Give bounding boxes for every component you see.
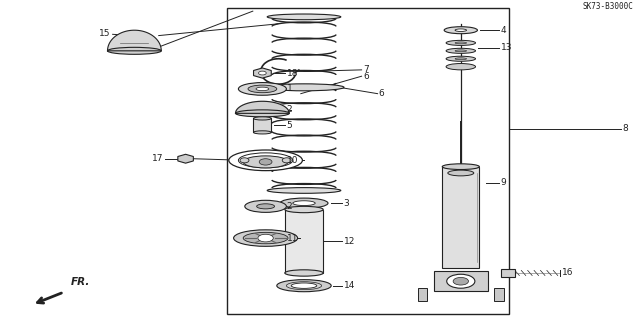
Text: 1: 1	[287, 85, 292, 93]
Ellipse shape	[253, 131, 271, 134]
Ellipse shape	[234, 230, 298, 246]
Ellipse shape	[236, 110, 289, 117]
Ellipse shape	[248, 85, 276, 93]
Ellipse shape	[442, 164, 479, 169]
Ellipse shape	[446, 56, 476, 61]
Ellipse shape	[276, 280, 332, 292]
Ellipse shape	[238, 153, 292, 168]
Ellipse shape	[293, 201, 316, 205]
Ellipse shape	[108, 47, 161, 54]
Text: 11: 11	[287, 234, 298, 242]
Ellipse shape	[291, 283, 317, 288]
Bar	[253, 118, 271, 132]
Ellipse shape	[268, 14, 341, 20]
Ellipse shape	[268, 188, 341, 193]
Ellipse shape	[256, 87, 269, 91]
Circle shape	[258, 234, 273, 242]
Text: 5: 5	[287, 121, 292, 130]
Ellipse shape	[285, 270, 323, 276]
Ellipse shape	[285, 206, 323, 213]
Text: 17: 17	[152, 154, 163, 163]
Ellipse shape	[455, 29, 467, 32]
Ellipse shape	[243, 156, 288, 168]
Text: 3: 3	[344, 199, 349, 208]
Ellipse shape	[264, 84, 344, 91]
Ellipse shape	[280, 198, 328, 208]
Text: 18: 18	[287, 69, 298, 78]
Text: 6: 6	[378, 89, 384, 98]
Polygon shape	[108, 30, 161, 51]
Text: 2: 2	[287, 202, 292, 211]
Ellipse shape	[444, 27, 477, 34]
Text: 9: 9	[500, 178, 506, 187]
Text: 4: 4	[500, 26, 506, 35]
Circle shape	[447, 274, 475, 288]
Ellipse shape	[282, 158, 291, 163]
Bar	[417, 288, 428, 300]
Text: 7: 7	[363, 65, 369, 74]
Text: 14: 14	[344, 281, 355, 290]
Text: 12: 12	[344, 237, 355, 246]
Text: FR.: FR.	[70, 277, 90, 287]
Text: 6: 6	[363, 72, 369, 81]
Bar	[500, 269, 515, 277]
Bar	[285, 210, 323, 273]
Ellipse shape	[244, 200, 287, 212]
Ellipse shape	[253, 117, 271, 120]
Ellipse shape	[448, 170, 474, 176]
Ellipse shape	[455, 50, 467, 52]
Bar	[442, 167, 479, 268]
Ellipse shape	[455, 42, 467, 44]
Ellipse shape	[238, 83, 287, 95]
Circle shape	[259, 159, 272, 165]
Text: 10: 10	[287, 156, 298, 165]
Text: 2: 2	[287, 105, 292, 114]
Circle shape	[453, 278, 468, 285]
Text: 15: 15	[99, 29, 111, 38]
Text: SK73-B3000C: SK73-B3000C	[583, 2, 634, 11]
Ellipse shape	[243, 232, 288, 244]
Ellipse shape	[257, 204, 275, 209]
Bar	[227, 8, 509, 314]
Bar	[434, 271, 488, 291]
Ellipse shape	[446, 63, 476, 70]
Circle shape	[259, 71, 266, 75]
Bar	[494, 288, 504, 300]
Polygon shape	[236, 101, 289, 113]
Ellipse shape	[446, 48, 476, 53]
Text: 13: 13	[500, 43, 512, 52]
Ellipse shape	[287, 282, 322, 290]
Text: 8: 8	[622, 124, 628, 133]
Ellipse shape	[228, 150, 302, 171]
Ellipse shape	[455, 58, 467, 60]
Ellipse shape	[446, 40, 476, 45]
Ellipse shape	[240, 158, 249, 163]
Text: 16: 16	[562, 269, 573, 278]
